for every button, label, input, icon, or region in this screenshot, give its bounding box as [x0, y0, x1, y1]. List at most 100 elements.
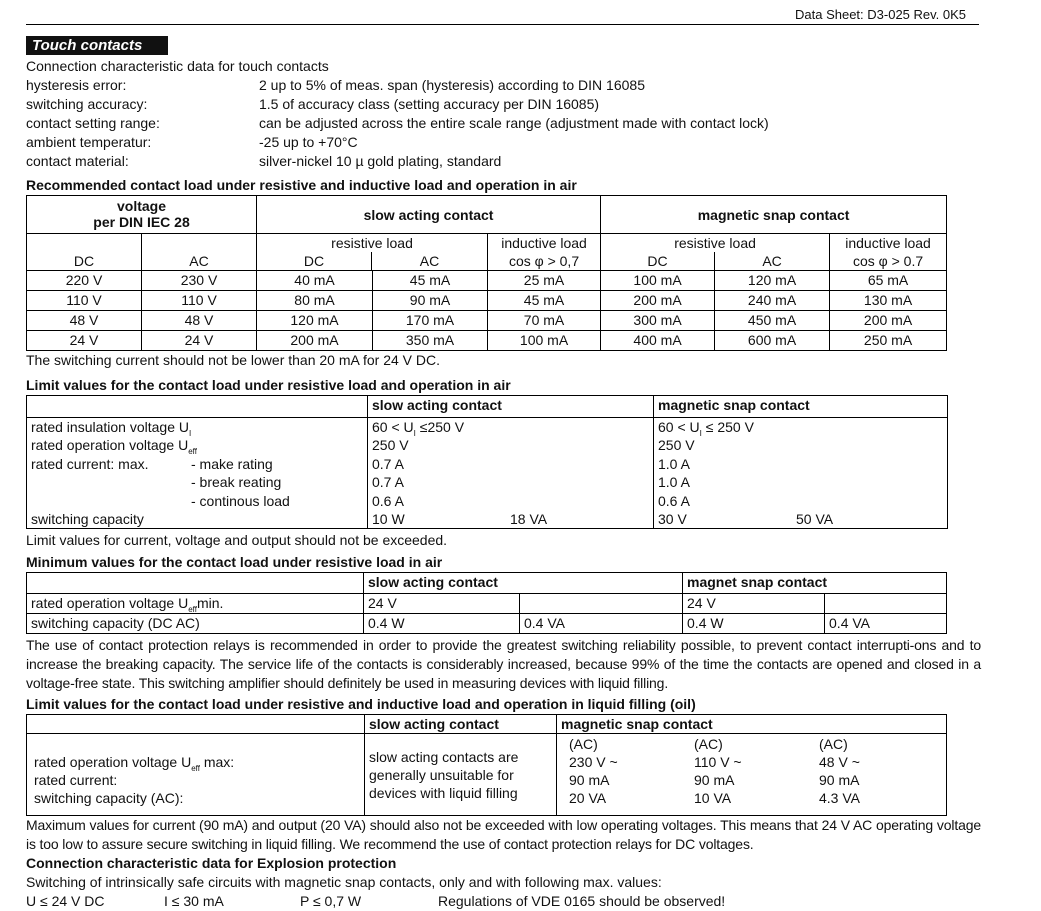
value-tail: ≤250 V — [415, 419, 465, 435]
spec-label: ambient temperatur: — [26, 134, 152, 150]
t1-note: The switching current should not be lowe… — [26, 352, 440, 368]
table-row: 110 V 110 V 80 mA 90 mA 45 mA 200 mA 240 mA 130… — [26, 290, 948, 311]
table-cell: 120 mA — [714, 270, 831, 291]
slow-value: 10 W 18 VA — [367, 510, 654, 529]
table-cell: 24 V — [26, 330, 142, 351]
spec-label: contact material: — [26, 153, 129, 169]
spec-list: hysteresis error: 2 up to 5% of meas. spa… — [26, 76, 981, 171]
table-cell: 45 mA — [487, 290, 602, 311]
table-cell: 450 mA — [714, 310, 831, 331]
table-row: rated current: max. - make rating 0.7 A 1.0… — [26, 454, 948, 473]
ac-header: AC — [762, 253, 782, 269]
per-din-label: per DIN IEC 28 — [93, 214, 190, 230]
table-cell: 25 mA — [487, 270, 602, 291]
voltage-label-sub: eff — [191, 763, 200, 773]
snap-value: 250 V — [653, 436, 948, 455]
sub-label: - continous load — [191, 492, 290, 509]
sub-label: - make rating — [191, 455, 273, 472]
dc-header: DC — [258, 252, 373, 270]
label-text: rated insulation voltage U — [31, 419, 189, 435]
value: 0.6 A — [658, 492, 690, 509]
table-cell: 70 mA — [487, 310, 602, 331]
table-cell: 100 mA — [487, 330, 602, 351]
value: 1.0 A — [658, 455, 690, 472]
ex-power: P ≤ 0,7 W — [300, 893, 362, 909]
table-cell: 230 V — [140, 270, 258, 291]
ex-line: Switching of intrinsically safe circuits… — [26, 874, 662, 890]
snap-value: (AC) — [819, 736, 848, 752]
t3-heading: Minimum values for the contact load unde… — [26, 554, 443, 570]
snap-value: 90 mA — [819, 772, 860, 788]
section-title: Touch contacts — [26, 36, 168, 55]
value: 30 V — [658, 511, 687, 527]
table-cell: 65 mA — [829, 270, 948, 291]
spec-label: switching accuracy: — [26, 96, 148, 112]
snap-value: 1.0 A — [653, 454, 948, 473]
snap-value: 110 V ~ — [694, 754, 742, 770]
value: 250 V — [372, 437, 409, 453]
table-row: - break reating 0.7 A 1.0 A — [26, 473, 948, 492]
table-row: - continous load 0.6 A 0.6 A — [26, 491, 948, 510]
capacity-label: switching capacity (AC): — [34, 790, 184, 806]
table-cell: 350 mA — [372, 330, 489, 351]
slow-note: devices with liquid filling — [369, 784, 518, 801]
table-cell: 24 V — [140, 330, 258, 351]
label-text: rated operation voltage U — [31, 437, 189, 453]
dc-header: DC — [602, 252, 716, 270]
snap-value: 90 mA — [569, 772, 610, 788]
sub-label: - break reating — [191, 474, 282, 490]
cell: 24 V — [363, 593, 520, 614]
cos-phi-label: cos φ > 0,7 — [508, 253, 580, 269]
spec-row: contact material: silver-nickel 10 µ gold… — [26, 152, 981, 171]
row-label-suffix: min. — [196, 595, 224, 611]
spec-value: 2 up to 5% of meas. span (hysteresis) ac… — [259, 77, 645, 93]
table-cell: 130 mA — [829, 290, 948, 311]
value: 250 V — [658, 437, 695, 453]
spec-row: hysteresis error: 2 up to 5% of meas. spa… — [26, 76, 981, 95]
resistive-load-label: resistive load — [331, 235, 413, 251]
t1-heading: Recommended contact load under resistive… — [26, 177, 577, 193]
row-label-text: rated operation voltage U — [31, 595, 189, 611]
snap-value: 0.6 A — [653, 491, 948, 510]
row-label: rated operation voltage Ueffmin. — [26, 593, 364, 614]
label-suffix: max. — [114, 455, 149, 472]
slow-acting-header: slow acting contact — [256, 195, 602, 234]
spec-value: can be adjusted across the entire scale … — [259, 115, 769, 131]
spec-value: silver-nickel 10 µ gold plating, standar… — [259, 153, 502, 169]
snap-value: 60 < UI ≤ 250 V — [653, 417, 948, 436]
snap-value: 1.0 A — [653, 473, 948, 492]
slow-value: 0.6 A — [367, 491, 654, 510]
label-sub: eff — [188, 446, 197, 455]
snap-value: 30 V 50 VA — [653, 510, 948, 529]
label-sub: I — [189, 428, 192, 436]
row-label: switching capacity (DC AC) — [26, 613, 364, 634]
protection-relay-paragraph: The use of contact protection relays is … — [26, 637, 981, 691]
table-row: switching capacity 10 W 18 VA 30 V 50 VA — [26, 510, 948, 529]
cell: 0.4 VA — [824, 613, 948, 634]
row-label: rated current: max. - make rating — [26, 454, 368, 473]
cos-phi-label: cos φ > 0.7 — [852, 253, 924, 269]
magnetic-snap-header: magnetic snap contact — [556, 714, 947, 734]
value: 0.7 A — [372, 474, 404, 490]
slow-acting-header: slow acting contact — [367, 395, 654, 418]
snap-column: (AC) 110 V ~ 90 mA 10 VA — [694, 735, 819, 807]
label-text: rated current: — [31, 455, 115, 472]
intro-text: Connection characteristic data for touch… — [26, 58, 329, 74]
table-cell: 45 mA — [372, 270, 489, 291]
magnetic-snap-header: magnetic snap contact — [600, 195, 948, 234]
table-cell: 100 mA — [600, 270, 716, 291]
value-sub: I — [699, 428, 702, 436]
magnetic-snap-header: magnetic snap contact — [653, 395, 948, 418]
table-row: 220 V 230 V 40 mA 45 mA 25 mA 100 mA 120 mA 65 … — [26, 270, 948, 291]
table-row: 24 V 24 V 200 mA 350 mA 100 mA 400 mA 600 mA 25… — [26, 330, 948, 351]
snap-value: 10 VA — [694, 790, 732, 806]
snap-value: (AC) — [569, 736, 598, 752]
ac-header: AC — [419, 253, 440, 269]
spec-label: contact setting range: — [26, 115, 160, 131]
snap-value: 20 VA — [569, 790, 607, 806]
table-cell: 200 mA — [256, 330, 374, 351]
row-label: - break reating — [26, 473, 368, 492]
snap-value: 90 mA — [694, 772, 735, 788]
table-row: 48 V 48 V 120 mA 170 mA 70 mA 300 mA 450 mA 200… — [26, 310, 948, 331]
table-cell: 240 mA — [714, 290, 831, 311]
